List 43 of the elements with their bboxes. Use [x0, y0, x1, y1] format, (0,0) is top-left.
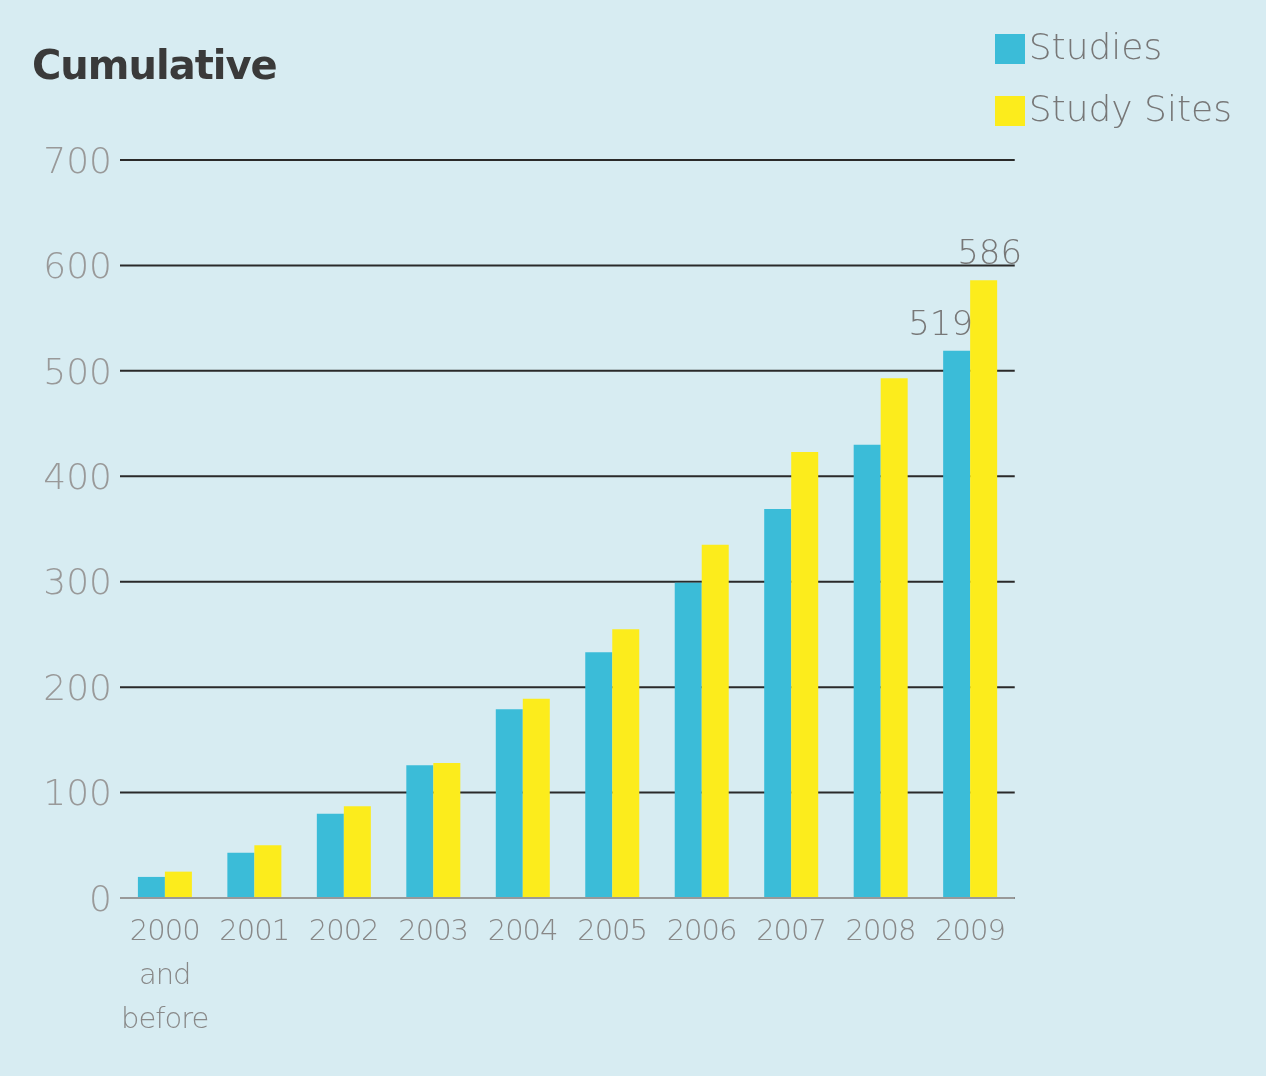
- bar: [495, 709, 523, 898]
- x-tick-label: 2004: [487, 913, 558, 947]
- x-tick-label: 2009: [935, 913, 1005, 947]
- x-tick-label: 2003: [398, 913, 469, 947]
- bar: [406, 765, 434, 898]
- y-tick-label: 0: [89, 877, 112, 919]
- bar: [316, 813, 344, 898]
- data-label: 586: [957, 232, 1023, 273]
- y-tick-label: 400: [43, 456, 112, 498]
- bar: [522, 698, 550, 898]
- y-tick-label: 100: [43, 772, 112, 814]
- x-tick-label: 2001: [219, 913, 290, 947]
- legend-label: Studies: [1028, 26, 1163, 67]
- y-tick-label: 500: [43, 350, 112, 392]
- bar: [612, 629, 640, 898]
- y-tick-label: 600: [43, 245, 112, 287]
- bar: [701, 544, 729, 898]
- bar: [880, 378, 908, 898]
- y-tick-label: 700: [43, 139, 112, 181]
- bar: [674, 582, 702, 898]
- bar: [254, 845, 282, 898]
- bar: [227, 852, 255, 898]
- x-tick-label: 2006: [666, 913, 737, 947]
- bar: [433, 763, 461, 898]
- legend-label: Study Sites: [1028, 88, 1232, 129]
- bar: [137, 876, 165, 898]
- bar: [853, 444, 881, 898]
- bar: [943, 350, 971, 898]
- x-tick-label: 2000 and before: [121, 913, 209, 1035]
- bar: [791, 452, 819, 898]
- x-tick-label: 2002: [308, 913, 379, 947]
- y-tick-label: 200: [43, 666, 112, 708]
- x-tick-label: 2007: [756, 913, 826, 947]
- bar: [764, 508, 792, 898]
- y-tick-label: 300: [43, 561, 112, 603]
- bar: [343, 806, 371, 898]
- bar: [585, 652, 613, 898]
- bar: [970, 280, 998, 898]
- chart-title: Cumulative: [32, 42, 277, 88]
- data-label: 519: [908, 302, 974, 343]
- x-tick-label: 2008: [845, 913, 916, 947]
- bar: [164, 871, 192, 898]
- x-tick-label: 2005: [577, 913, 648, 947]
